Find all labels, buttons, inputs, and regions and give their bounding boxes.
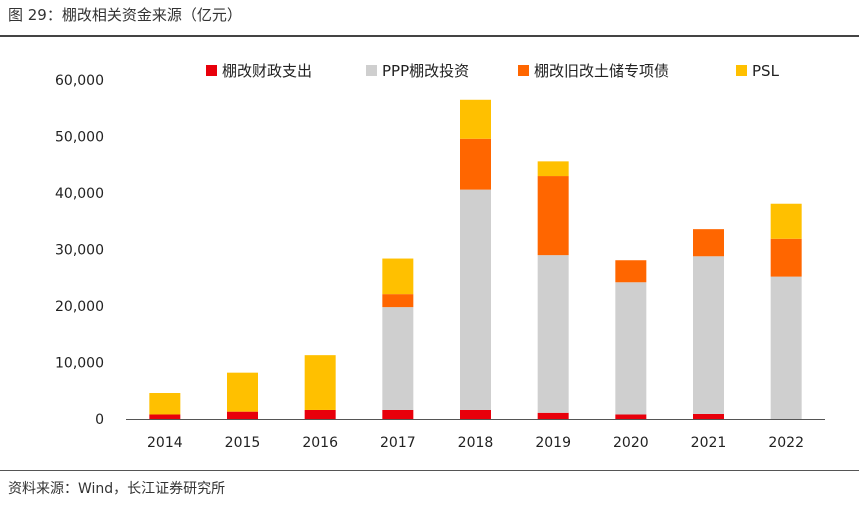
bar-segment: [149, 393, 181, 415]
stacked-bar-chart: 棚改财政支出 PPP棚改投资 棚改旧改土储专项债 PSL 0 10,000 20,000 3…: [55, 62, 825, 451]
bar-segment: [382, 409, 414, 419]
bar-segment: [770, 238, 802, 277]
chart-legend: 棚改财政支出 PPP棚改投资 棚改旧改土储专项债 PSL: [206, 62, 780, 80]
bar-segment: [537, 255, 569, 413]
legend-swatch: [206, 65, 217, 76]
legend-label: 棚改财政支出: [222, 62, 312, 80]
bar-segment: [615, 414, 647, 419]
bar-segment: [460, 138, 491, 190]
x-tick-label: 2015: [225, 435, 261, 451]
bars: [149, 99, 802, 419]
legend-label: 棚改旧改土储专项债: [534, 62, 669, 80]
bar-segment: [227, 372, 258, 412]
bar-segment: [693, 229, 724, 257]
bar-segment: [149, 414, 181, 419]
chart-title: 图 29：棚改相关资金来源（亿元）: [8, 6, 242, 24]
bar-segment: [615, 282, 647, 415]
title-divider: [0, 35, 859, 37]
bar-segment: [382, 307, 414, 410]
source-note: 资料来源：Wind，长江证券研究所: [8, 481, 226, 497]
x-axis: 2014 2015 2016 2017 2018 2019 2020 2021 2022: [126, 419, 825, 451]
y-tick-label: 30,000: [55, 243, 104, 259]
y-tick-label: 0: [95, 412, 104, 428]
bar-segment: [770, 203, 802, 239]
legend-label: PSL: [752, 62, 780, 80]
footer-divider: [0, 470, 859, 471]
bar-segment: [460, 99, 491, 139]
bar-segment: [537, 412, 569, 419]
legend-swatch: [366, 65, 377, 76]
x-tick-label: 2016: [302, 435, 338, 451]
y-axis-ticks: 0 10,000 20,000 30,000 40,000 50,000 60,000: [55, 73, 104, 428]
bar-segment: [382, 294, 414, 308]
legend-swatch: [518, 65, 529, 76]
bar-segment: [537, 176, 569, 256]
y-tick-label: 40,000: [55, 186, 104, 202]
y-tick-label: 10,000: [55, 356, 104, 372]
x-tick-label: 2014: [147, 435, 183, 451]
x-tick-label: 2017: [380, 435, 416, 451]
legend-label: PPP棚改投资: [382, 62, 469, 80]
bar-segment: [460, 409, 491, 419]
y-tick-label: 20,000: [55, 299, 104, 315]
y-tick-label: 60,000: [55, 73, 104, 89]
bar-segment: [227, 411, 258, 419]
legend-swatch: [736, 65, 747, 76]
x-tick-label: 2022: [768, 435, 804, 451]
x-tick-label: 2018: [458, 435, 494, 451]
x-tick-label: 2020: [613, 435, 649, 451]
bar-segment: [693, 413, 724, 419]
bar-segment: [615, 260, 647, 283]
x-tick-label: 2019: [535, 435, 571, 451]
bar-segment: [537, 161, 569, 177]
bar-segment: [382, 258, 414, 295]
bar-segment: [304, 355, 336, 410]
y-tick-label: 50,000: [55, 130, 104, 146]
bar-segment: [693, 256, 724, 414]
bar-segment: [304, 409, 336, 419]
bar-segment: [770, 276, 802, 419]
x-tick-label: 2021: [691, 435, 727, 451]
bar-segment: [460, 189, 491, 410]
